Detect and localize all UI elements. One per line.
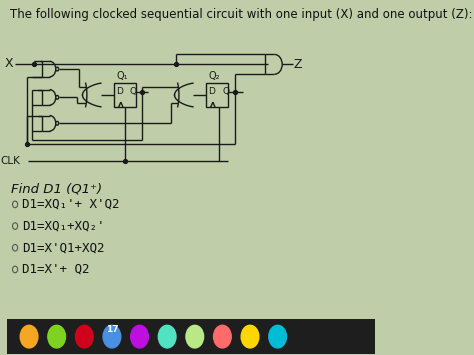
Text: D1=X'Q1+XQ2: D1=X'Q1+XQ2 [22, 241, 105, 254]
Circle shape [131, 325, 148, 348]
Circle shape [56, 67, 59, 71]
Bar [206, 83, 228, 107]
Text: D1=XQ₁'+ X'Q2: D1=XQ₁'+ X'Q2 [22, 198, 120, 211]
Text: X: X [5, 57, 13, 70]
Circle shape [56, 121, 59, 125]
Text: Z: Z [294, 58, 302, 71]
Circle shape [269, 325, 286, 348]
Text: D1=XQ₁+XQ₂': D1=XQ₁+XQ₂' [22, 219, 105, 233]
Text: Q: Q [130, 87, 137, 96]
Bar [114, 83, 136, 107]
Text: The following clocked sequential circuit with one input (X) and one output (Z):: The following clocked sequential circuit… [10, 8, 473, 21]
Circle shape [75, 325, 93, 348]
Text: CLK: CLK [1, 156, 20, 166]
Bar [7, 319, 375, 354]
Text: 17: 17 [106, 325, 118, 334]
Text: D: D [116, 87, 123, 96]
Circle shape [103, 325, 121, 348]
Circle shape [56, 95, 59, 99]
Circle shape [241, 325, 259, 348]
Circle shape [20, 325, 38, 348]
Text: Q₂: Q₂ [209, 71, 220, 81]
Circle shape [214, 325, 231, 348]
Circle shape [48, 325, 65, 348]
Text: Q₁: Q₁ [117, 71, 128, 81]
Text: D: D [209, 87, 215, 96]
Text: D1=X'+ Q2: D1=X'+ Q2 [22, 263, 90, 276]
Circle shape [186, 325, 204, 348]
Circle shape [158, 325, 176, 348]
Text: Find D1 (Q1⁺): Find D1 (Q1⁺) [11, 182, 102, 195]
Text: Q: Q [222, 87, 229, 96]
